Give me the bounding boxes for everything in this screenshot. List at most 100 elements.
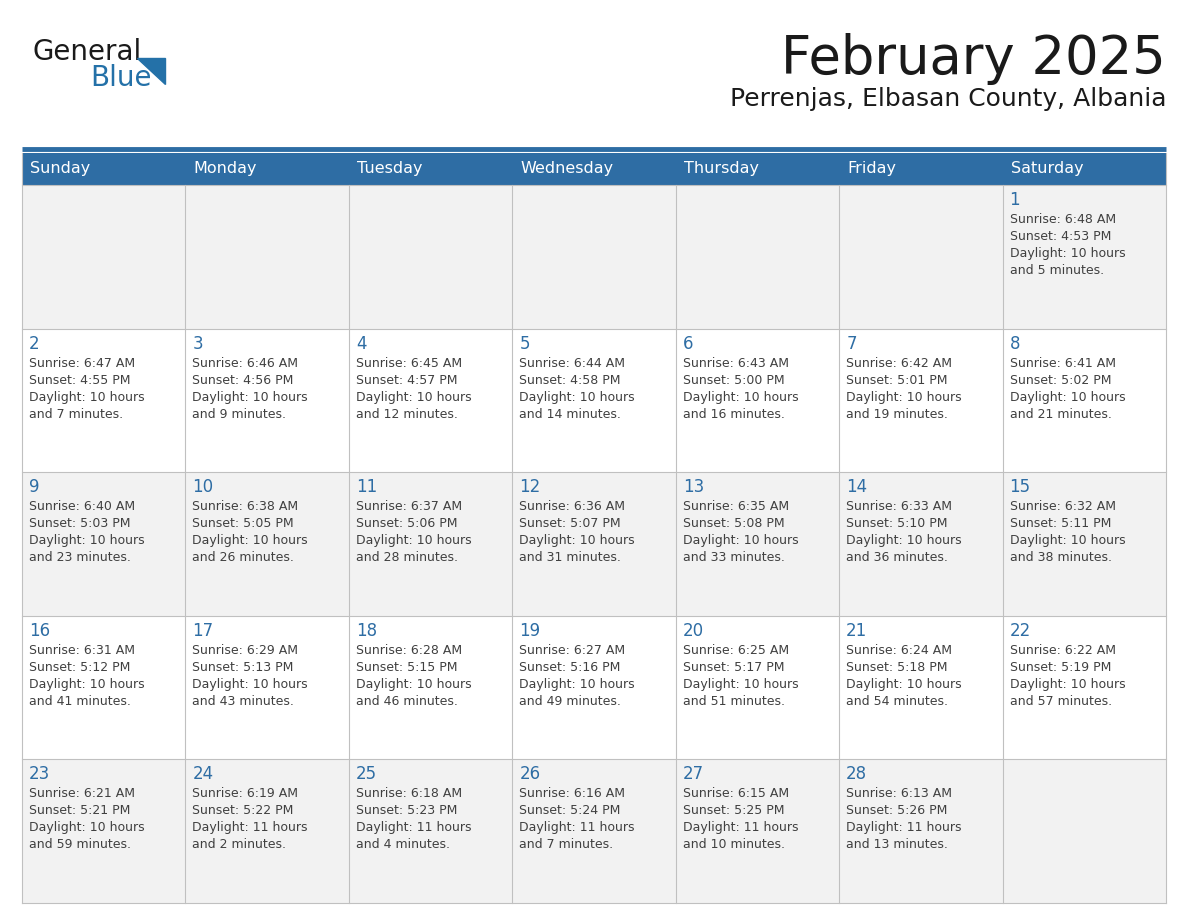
Text: and 33 minutes.: and 33 minutes. (683, 551, 784, 565)
Text: Daylight: 10 hours: Daylight: 10 hours (1010, 677, 1125, 691)
Text: Daylight: 10 hours: Daylight: 10 hours (683, 677, 798, 691)
Text: Daylight: 10 hours: Daylight: 10 hours (1010, 534, 1125, 547)
Text: Daylight: 11 hours: Daylight: 11 hours (683, 822, 798, 834)
Text: Sunset: 5:03 PM: Sunset: 5:03 PM (29, 517, 131, 531)
Text: Daylight: 11 hours: Daylight: 11 hours (846, 822, 961, 834)
Text: Sunrise: 6:41 AM: Sunrise: 6:41 AM (1010, 356, 1116, 370)
Text: Daylight: 10 hours: Daylight: 10 hours (846, 390, 962, 404)
Text: and 43 minutes.: and 43 minutes. (192, 695, 295, 708)
Bar (23, 329, 1165, 472)
Text: 23: 23 (29, 766, 50, 783)
Text: Sunrise: 6:42 AM: Sunrise: 6:42 AM (846, 356, 952, 370)
Bar (23, 153, 1165, 185)
Text: and 2 minutes.: and 2 minutes. (192, 838, 286, 851)
Text: 1: 1 (1010, 191, 1020, 209)
Text: Sunrise: 6:33 AM: Sunrise: 6:33 AM (846, 500, 952, 513)
Text: Sunrise: 6:21 AM: Sunrise: 6:21 AM (29, 788, 135, 800)
Text: Sunset: 5:18 PM: Sunset: 5:18 PM (846, 661, 948, 674)
Text: Daylight: 10 hours: Daylight: 10 hours (29, 822, 145, 834)
Text: Sunset: 5:19 PM: Sunset: 5:19 PM (1010, 661, 1111, 674)
Text: Daylight: 10 hours: Daylight: 10 hours (356, 390, 472, 404)
Text: Friday: Friday (847, 162, 896, 176)
Text: Sunrise: 6:24 AM: Sunrise: 6:24 AM (846, 644, 952, 656)
Text: Sunset: 5:00 PM: Sunset: 5:00 PM (683, 374, 784, 386)
Text: Daylight: 10 hours: Daylight: 10 hours (846, 677, 962, 691)
Text: Perrenjas, Elbasan County, Albania: Perrenjas, Elbasan County, Albania (729, 87, 1165, 111)
Text: and 12 minutes.: and 12 minutes. (356, 408, 457, 420)
Text: Sunset: 4:58 PM: Sunset: 4:58 PM (519, 374, 621, 386)
Text: and 31 minutes.: and 31 minutes. (519, 551, 621, 565)
Text: Daylight: 11 hours: Daylight: 11 hours (519, 822, 634, 834)
Text: and 7 minutes.: and 7 minutes. (519, 838, 613, 851)
Text: 19: 19 (519, 621, 541, 640)
Text: Daylight: 11 hours: Daylight: 11 hours (192, 822, 308, 834)
Text: Daylight: 10 hours: Daylight: 10 hours (192, 534, 308, 547)
Text: Monday: Monday (194, 162, 257, 176)
Text: Sunrise: 6:31 AM: Sunrise: 6:31 AM (29, 644, 135, 656)
Text: Sunset: 4:53 PM: Sunset: 4:53 PM (1010, 230, 1111, 243)
Text: 25: 25 (356, 766, 377, 783)
Text: Sunrise: 6:28 AM: Sunrise: 6:28 AM (356, 644, 462, 656)
Text: 6: 6 (683, 334, 694, 353)
Text: and 5 minutes.: and 5 minutes. (1010, 264, 1104, 277)
Text: Sunrise: 6:15 AM: Sunrise: 6:15 AM (683, 788, 789, 800)
Text: Sunrise: 6:47 AM: Sunrise: 6:47 AM (29, 356, 135, 370)
Text: and 26 minutes.: and 26 minutes. (192, 551, 295, 565)
Text: 22: 22 (1010, 621, 1031, 640)
Bar (23, 185, 1165, 329)
Text: Sunrise: 6:32 AM: Sunrise: 6:32 AM (1010, 500, 1116, 513)
Text: 28: 28 (846, 766, 867, 783)
Text: and 9 minutes.: and 9 minutes. (192, 408, 286, 420)
Text: Sunset: 4:55 PM: Sunset: 4:55 PM (29, 374, 131, 386)
Text: Saturday: Saturday (1011, 162, 1083, 176)
Text: 10: 10 (192, 478, 214, 497)
Text: Daylight: 10 hours: Daylight: 10 hours (519, 677, 634, 691)
Text: Wednesday: Wednesday (520, 162, 613, 176)
Text: and 19 minutes.: and 19 minutes. (846, 408, 948, 420)
Text: and 46 minutes.: and 46 minutes. (356, 695, 457, 708)
Text: Sunset: 4:56 PM: Sunset: 4:56 PM (192, 374, 293, 386)
Text: Sunset: 5:07 PM: Sunset: 5:07 PM (519, 517, 621, 531)
Text: Sunrise: 6:43 AM: Sunrise: 6:43 AM (683, 356, 789, 370)
Text: Daylight: 10 hours: Daylight: 10 hours (192, 677, 308, 691)
Text: Daylight: 10 hours: Daylight: 10 hours (29, 677, 145, 691)
Text: Daylight: 10 hours: Daylight: 10 hours (519, 534, 634, 547)
Text: Sunrise: 6:19 AM: Sunrise: 6:19 AM (192, 788, 298, 800)
Bar (23, 472, 1165, 616)
Text: and 59 minutes.: and 59 minutes. (29, 838, 131, 851)
Text: Sunset: 5:05 PM: Sunset: 5:05 PM (192, 517, 295, 531)
Text: and 21 minutes.: and 21 minutes. (1010, 408, 1112, 420)
Text: 21: 21 (846, 621, 867, 640)
Text: Daylight: 10 hours: Daylight: 10 hours (1010, 390, 1125, 404)
Text: Sunrise: 6:44 AM: Sunrise: 6:44 AM (519, 356, 625, 370)
Text: and 38 minutes.: and 38 minutes. (1010, 551, 1112, 565)
Text: Daylight: 10 hours: Daylight: 10 hours (519, 390, 634, 404)
Text: Sunset: 5:23 PM: Sunset: 5:23 PM (356, 804, 457, 817)
Text: 24: 24 (192, 766, 214, 783)
Text: 4: 4 (356, 334, 366, 353)
Text: Sunrise: 6:18 AM: Sunrise: 6:18 AM (356, 788, 462, 800)
Text: Sunrise: 6:40 AM: Sunrise: 6:40 AM (29, 500, 135, 513)
Text: Tuesday: Tuesday (356, 162, 423, 176)
Text: Daylight: 10 hours: Daylight: 10 hours (356, 677, 472, 691)
Text: Sunrise: 6:29 AM: Sunrise: 6:29 AM (192, 644, 298, 656)
Text: Daylight: 10 hours: Daylight: 10 hours (356, 534, 472, 547)
Text: Sunrise: 6:38 AM: Sunrise: 6:38 AM (192, 500, 298, 513)
Text: and 28 minutes.: and 28 minutes. (356, 551, 457, 565)
Text: and 4 minutes.: and 4 minutes. (356, 838, 450, 851)
Text: Daylight: 11 hours: Daylight: 11 hours (356, 822, 472, 834)
Text: and 41 minutes.: and 41 minutes. (29, 695, 131, 708)
Text: and 54 minutes.: and 54 minutes. (846, 695, 948, 708)
Text: Sunset: 5:13 PM: Sunset: 5:13 PM (192, 661, 293, 674)
Text: Sunset: 5:22 PM: Sunset: 5:22 PM (192, 804, 293, 817)
Text: Sunset: 5:24 PM: Sunset: 5:24 PM (519, 804, 620, 817)
Text: 15: 15 (1010, 478, 1031, 497)
Text: Sunset: 5:17 PM: Sunset: 5:17 PM (683, 661, 784, 674)
Text: Sunrise: 6:35 AM: Sunrise: 6:35 AM (683, 500, 789, 513)
Text: and 13 minutes.: and 13 minutes. (846, 838, 948, 851)
Text: Daylight: 10 hours: Daylight: 10 hours (29, 534, 145, 547)
Text: Sunset: 5:01 PM: Sunset: 5:01 PM (846, 374, 948, 386)
Text: Daylight: 10 hours: Daylight: 10 hours (683, 534, 798, 547)
Text: 14: 14 (846, 478, 867, 497)
Text: 12: 12 (519, 478, 541, 497)
